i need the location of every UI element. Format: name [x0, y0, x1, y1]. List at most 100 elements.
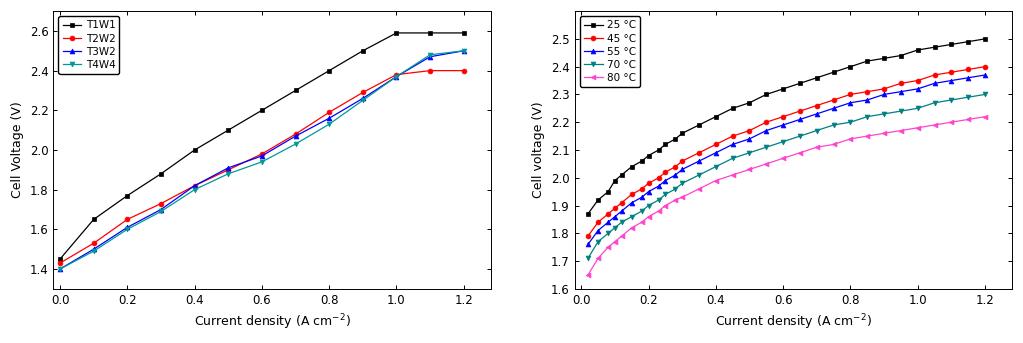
70 °C — [895, 109, 907, 113]
25 °C — [625, 165, 637, 169]
45 °C — [794, 109, 806, 113]
80 °C — [828, 142, 840, 146]
70 °C — [828, 123, 840, 127]
X-axis label: Current density (A cm$^{-2}$): Current density (A cm$^{-2}$) — [193, 312, 351, 332]
Y-axis label: Cell Voltage (V): Cell Voltage (V) — [11, 102, 25, 198]
55 °C — [861, 98, 874, 102]
80 °C — [760, 162, 772, 166]
45 °C — [945, 70, 958, 74]
80 °C — [895, 129, 907, 133]
70 °C — [844, 120, 856, 124]
80 °C — [653, 209, 665, 213]
45 °C — [669, 165, 681, 169]
Line: 55 °C: 55 °C — [585, 73, 987, 247]
55 °C — [760, 129, 772, 133]
T1W1 — [391, 31, 403, 35]
25 °C — [760, 92, 772, 96]
70 °C — [616, 220, 628, 224]
70 °C — [582, 256, 594, 260]
80 °C — [625, 226, 637, 230]
55 °C — [726, 142, 739, 146]
25 °C — [810, 76, 822, 80]
70 °C — [861, 115, 874, 119]
45 °C — [810, 104, 822, 108]
45 °C — [979, 64, 991, 69]
55 °C — [945, 79, 958, 83]
70 °C — [744, 151, 756, 155]
80 °C — [979, 115, 991, 119]
55 °C — [635, 195, 648, 199]
70 °C — [794, 134, 806, 138]
45 °C — [582, 234, 594, 238]
T1W1 — [256, 108, 268, 113]
80 °C — [635, 220, 648, 224]
70 °C — [776, 140, 789, 144]
25 °C — [794, 81, 806, 85]
T4W4 — [188, 188, 201, 192]
25 °C — [642, 153, 655, 157]
55 °C — [653, 184, 665, 188]
Y-axis label: Cell voltage (V): Cell voltage (V) — [532, 102, 545, 198]
70 °C — [653, 198, 665, 202]
55 °C — [592, 228, 605, 233]
55 °C — [979, 73, 991, 77]
T2W2 — [424, 69, 436, 73]
25 °C — [609, 178, 621, 182]
25 °C — [602, 190, 614, 194]
55 °C — [642, 190, 655, 194]
70 °C — [928, 101, 940, 105]
Line: 70 °C: 70 °C — [585, 92, 987, 261]
45 °C — [844, 92, 856, 96]
45 °C — [726, 134, 739, 138]
45 °C — [592, 220, 605, 224]
45 °C — [609, 206, 621, 210]
45 °C — [642, 181, 655, 185]
T2W2 — [188, 184, 201, 188]
80 °C — [911, 126, 924, 130]
T2W2 — [357, 91, 369, 95]
80 °C — [602, 245, 614, 249]
T1W1 — [88, 217, 100, 222]
70 °C — [979, 92, 991, 96]
45 °C — [635, 187, 648, 191]
55 °C — [625, 201, 637, 205]
T4W4 — [391, 74, 403, 79]
45 °C — [659, 170, 671, 174]
45 °C — [693, 151, 705, 155]
70 °C — [609, 226, 621, 230]
80 °C — [642, 215, 655, 219]
T1W1 — [222, 128, 234, 132]
Line: T2W2: T2W2 — [57, 68, 466, 265]
T3W2 — [88, 247, 100, 251]
70 °C — [602, 231, 614, 235]
T4W4 — [88, 249, 100, 253]
80 °C — [582, 273, 594, 277]
T1W1 — [188, 148, 201, 152]
T2W2 — [54, 261, 66, 265]
45 °C — [928, 73, 940, 77]
80 °C — [962, 117, 974, 121]
80 °C — [744, 167, 756, 172]
70 °C — [625, 215, 637, 219]
80 °C — [659, 203, 671, 208]
X-axis label: Current density (A cm$^{-2}$): Current density (A cm$^{-2}$) — [715, 312, 872, 332]
55 °C — [844, 101, 856, 105]
T3W2 — [121, 225, 133, 229]
25 °C — [635, 159, 648, 163]
80 °C — [878, 131, 890, 135]
55 °C — [609, 215, 621, 219]
45 °C — [653, 176, 665, 180]
T1W1 — [121, 193, 133, 198]
70 °C — [635, 209, 648, 213]
25 °C — [861, 59, 874, 63]
25 °C — [676, 131, 688, 135]
70 °C — [676, 181, 688, 185]
80 °C — [609, 240, 621, 244]
T1W1 — [323, 69, 336, 73]
T2W2 — [121, 217, 133, 222]
T2W2 — [323, 110, 336, 114]
T1W1 — [457, 31, 470, 35]
55 °C — [911, 87, 924, 91]
80 °C — [810, 145, 822, 149]
25 °C — [582, 212, 594, 216]
